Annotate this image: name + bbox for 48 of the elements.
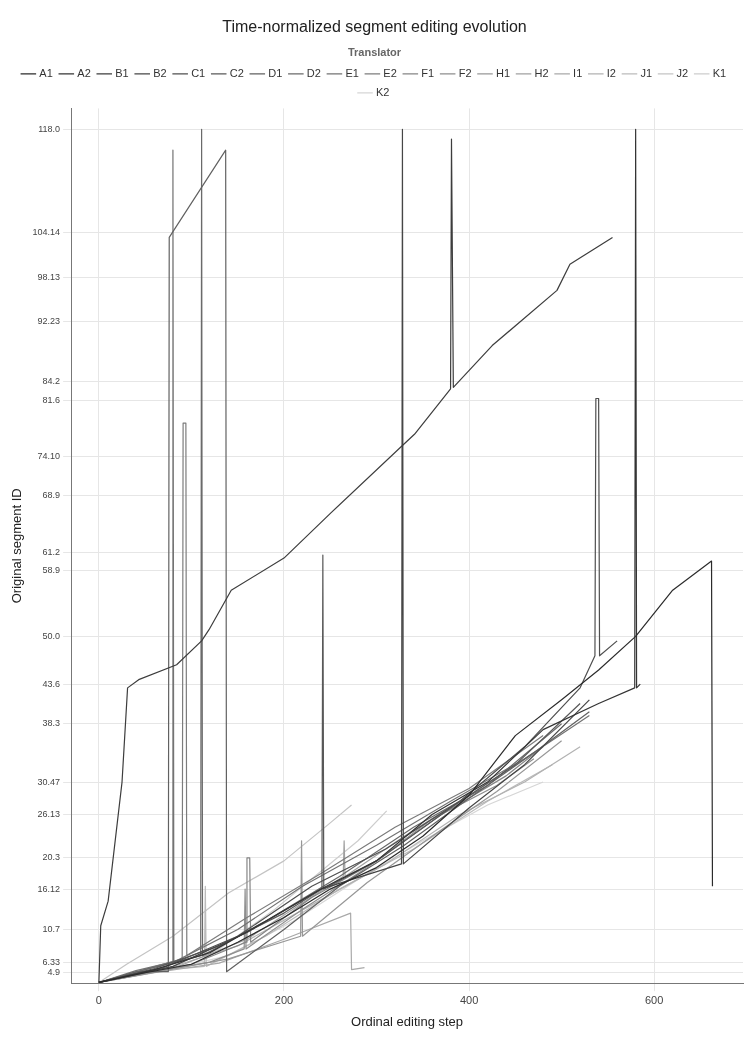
y-tick-label: 61.2	[42, 547, 61, 558]
legend-label: B1	[115, 66, 129, 79]
y-tick-label: 58.9	[42, 564, 61, 575]
x-tick-label: 0	[95, 993, 102, 1006]
y-axis-title: Original segment ID	[9, 488, 25, 604]
x-axis-title: Ordinal editing step	[351, 1013, 464, 1029]
y-tick-label: 38.3	[42, 718, 61, 729]
legend-label: K2	[376, 85, 390, 98]
x-tick-label: 600	[644, 993, 664, 1006]
legend-label: K1	[712, 66, 727, 79]
legend-label: J1	[640, 66, 653, 79]
legend-label: I1	[573, 66, 583, 79]
y-tick-label: 98.13	[37, 271, 61, 282]
legend-label: C2	[229, 66, 244, 79]
legend-label: E1	[345, 66, 359, 79]
legend-label: D2	[306, 66, 321, 79]
x-tick-label: 200	[274, 993, 294, 1006]
legend-label: J2	[676, 66, 689, 79]
legend-label: D1	[268, 66, 283, 79]
y-tick-label: 68.9	[42, 489, 61, 500]
legend-label: I2	[606, 66, 616, 79]
legend-label: H1	[495, 66, 511, 79]
y-tick-label: 43.6	[42, 678, 61, 689]
legend-label: F2	[458, 66, 472, 79]
y-tick-label: 20.3	[42, 852, 61, 863]
chart-title: Time-normalized segment editing evolution	[222, 18, 527, 36]
y-tick-label: 81.6	[42, 395, 61, 406]
x-tick-label: 400	[459, 993, 479, 1006]
y-tick-label: 84.2	[42, 375, 61, 386]
y-tick-label: 4.9	[47, 967, 61, 978]
y-tick-label: 16.12	[37, 883, 61, 894]
legend-label: F1	[421, 66, 435, 79]
legend-label: H2	[534, 66, 549, 79]
y-tick-label: 26.13	[37, 808, 61, 819]
legend-label: A1	[39, 66, 53, 79]
y-tick-label: 92.23	[37, 315, 61, 326]
legend-label: E2	[383, 66, 397, 79]
legend-label: C1	[191, 66, 206, 79]
y-tick-label: 30.47	[37, 776, 61, 787]
y-tick-label: 104.14	[32, 227, 61, 238]
legend-label: A2	[77, 66, 91, 79]
y-tick-label: 50.0	[42, 630, 61, 641]
y-tick-label: 118.0	[38, 123, 61, 134]
y-tick-label: 6.33	[42, 956, 61, 967]
legend-label: B2	[153, 66, 167, 79]
y-tick-label: 10.7	[42, 923, 61, 934]
legend-title: Translator	[347, 45, 402, 58]
y-tick-label: 74.10	[37, 451, 61, 462]
